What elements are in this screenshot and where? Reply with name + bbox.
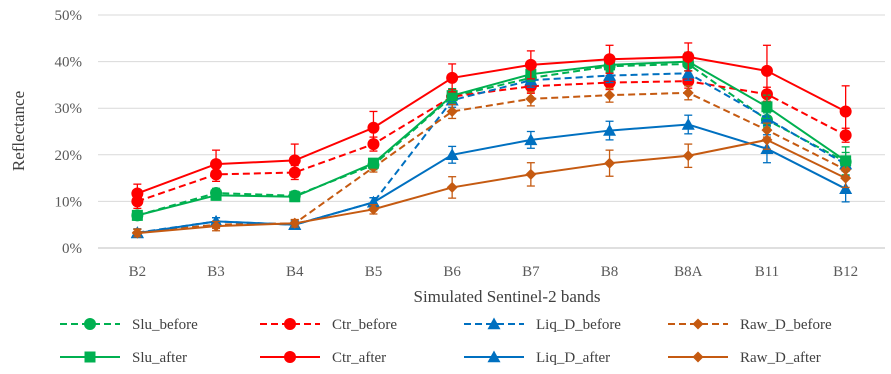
series-slu-after [131, 51, 852, 221]
legend-label: Slu_after [132, 350, 187, 366]
legend-label: Ctr_before [332, 317, 397, 333]
data-point [210, 220, 222, 232]
data-point [840, 172, 852, 184]
series-ctr-after [131, 42, 852, 204]
legend-item: Liq_D_after [464, 350, 610, 366]
x-tick-label: B2 [129, 264, 147, 280]
data-point [284, 351, 296, 363]
y-tick-label: 50% [55, 8, 83, 24]
data-point [446, 71, 459, 84]
legend-label: Ctr_after [332, 350, 386, 366]
y-axis-ticks: 0% 10% 20% 30% 40% 50% [55, 8, 83, 257]
data-point [525, 93, 537, 105]
x-tick-label: B7 [522, 264, 540, 280]
legend-label: Slu_before [132, 317, 198, 333]
data-point [84, 351, 96, 363]
data-point [692, 351, 704, 363]
x-tick-label: B5 [365, 264, 383, 280]
x-tick-label: B8 [601, 264, 619, 280]
data-point [367, 203, 379, 215]
series-layer [130, 42, 853, 239]
data-point [524, 133, 538, 146]
legend-item: Liq_D_before [464, 317, 621, 333]
y-tick-label: 40% [55, 55, 83, 71]
data-point [487, 317, 501, 330]
data-point [289, 191, 301, 203]
series-line [137, 72, 847, 234]
legend-item: Ctr_before [260, 317, 397, 333]
data-point [682, 87, 694, 99]
data-point [761, 101, 773, 113]
legend-item: Raw_D_after [668, 350, 821, 366]
data-point [446, 181, 458, 193]
data-point [288, 154, 301, 167]
data-point [681, 66, 695, 79]
series-line [137, 91, 847, 234]
legend-item: Slu_before [60, 317, 198, 333]
y-tick-label: 30% [55, 101, 83, 117]
data-point [692, 318, 704, 330]
data-point [367, 121, 380, 134]
legend: Slu_before Ctr_before Liq_D_before Raw_D_be… [60, 317, 832, 366]
data-point [487, 350, 501, 363]
data-point [131, 209, 143, 221]
legend-item: Raw_D_before [668, 317, 832, 333]
legend-label: Liq_D_before [536, 317, 621, 333]
data-point [761, 134, 773, 146]
y-tick-label: 20% [55, 148, 83, 164]
gridlines [98, 14, 885, 249]
data-point [840, 155, 852, 167]
series-line [137, 55, 847, 195]
series-liq-d-after [130, 114, 853, 239]
data-point [210, 158, 223, 171]
y-tick-label: 10% [55, 194, 83, 210]
data-point [84, 318, 96, 330]
data-point [131, 227, 143, 239]
data-point [681, 118, 695, 130]
data-point [446, 90, 458, 102]
series-line [137, 60, 847, 217]
x-tick-label: B3 [207, 264, 225, 280]
x-axis-ticks: B2 B3 B4 B5 B6 B7 B8 B8A B11 B12 [129, 264, 859, 280]
legend-item: Ctr_after [260, 350, 386, 366]
data-point [284, 318, 296, 330]
x-axis-title: Simulated Sentinel-2 bands [414, 287, 601, 306]
data-point [289, 217, 301, 229]
legend-label: Raw_D_before [740, 317, 832, 333]
data-point [682, 150, 694, 162]
series-line [137, 138, 847, 235]
data-point [367, 157, 379, 169]
data-point [525, 168, 537, 180]
data-point [603, 69, 617, 81]
series-line [137, 62, 847, 217]
data-point [839, 105, 852, 118]
data-point [524, 58, 537, 71]
x-tick-label: B6 [443, 264, 461, 280]
data-point [603, 53, 616, 66]
x-tick-label: B12 [833, 264, 858, 280]
data-point [604, 89, 616, 101]
y-axis-title: Reflectance [9, 91, 28, 171]
x-tick-label: B11 [755, 264, 779, 280]
data-point [131, 187, 144, 200]
data-point [445, 148, 459, 160]
data-point [446, 105, 458, 117]
data-point [682, 50, 695, 63]
data-point [604, 157, 616, 169]
y-tick-label: 0% [62, 241, 82, 257]
x-tick-label: B4 [286, 264, 304, 280]
legend-item: Slu_after [60, 350, 187, 366]
legend-label: Raw_D_after [740, 350, 821, 366]
data-point [839, 182, 853, 195]
x-tick-label: B8A [674, 264, 703, 280]
data-point [210, 189, 222, 201]
series-line [137, 123, 847, 235]
data-point [603, 124, 617, 136]
series-raw-d-after [131, 129, 852, 239]
series-line [137, 80, 847, 203]
data-point [760, 64, 773, 77]
legend-label: Liq_D_after [536, 350, 610, 366]
